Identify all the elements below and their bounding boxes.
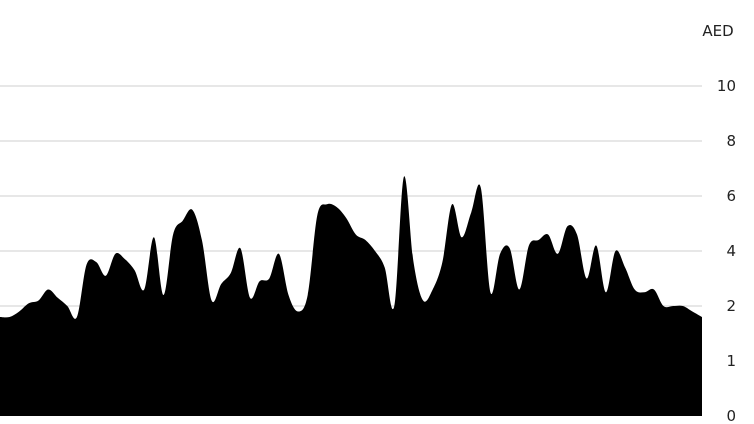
y-tick-label-0: 0 (726, 407, 736, 424)
y-tick-label-10: 10 (717, 77, 736, 95)
y-axis-ticks: 0 1 2 4 6 8 10 (717, 77, 736, 424)
price-area-series (0, 176, 702, 416)
y-axis-unit-label: AED (702, 22, 733, 40)
y-tick-label-2: 2 (726, 297, 736, 315)
y-tick-label-1: 1 (726, 352, 736, 370)
y-tick-label-8: 8 (726, 132, 736, 150)
y-tick-label-4: 4 (726, 242, 736, 260)
y-tick-label-6: 6 (726, 187, 736, 205)
